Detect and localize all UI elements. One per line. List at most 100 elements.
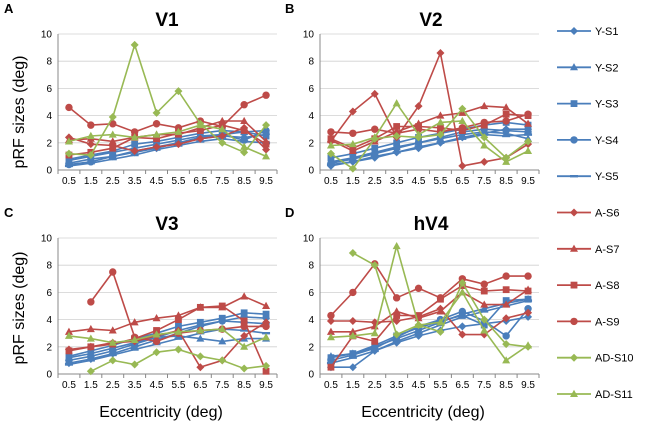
- data-point: [65, 347, 73, 355]
- data-point: [218, 337, 227, 345]
- data-point: [87, 343, 95, 351]
- data-point: [436, 318, 445, 326]
- data-point: [392, 330, 401, 339]
- data-point: [392, 151, 401, 154]
- series-AD-S10: [326, 104, 533, 173]
- data-point: [65, 155, 73, 163]
- x-tick-label: 1.5: [346, 380, 360, 391]
- y-tick-label: 2: [308, 342, 314, 353]
- data-point: [174, 337, 183, 340]
- data-point: [480, 118, 488, 127]
- data-point: [130, 348, 139, 351]
- legend-label: A-S8: [595, 280, 619, 292]
- data-point: [436, 307, 445, 315]
- data-point: [327, 159, 335, 167]
- data-point: [218, 317, 226, 325]
- data-point: [524, 312, 533, 321]
- series-AD-S11: [64, 324, 271, 350]
- data-point: [502, 110, 510, 118]
- data-point: [392, 340, 401, 343]
- data-point: [130, 335, 139, 343]
- x-tick-label: 8.5: [499, 176, 513, 187]
- data-point: [349, 144, 357, 152]
- panels: 0 2 4 6 8 10 0.5 1.5 2.5 3.5 4.5 5.5 6.5 7.5 8.5 9.5 V1 A…: [4, 1, 540, 391]
- x-tick-label: 5.5: [433, 380, 447, 391]
- data-point: [458, 116, 467, 125]
- series-line: [68, 126, 267, 152]
- data-point: [262, 140, 270, 148]
- series-line: [330, 243, 529, 362]
- data-point: [392, 144, 401, 152]
- data-point: [392, 294, 401, 302]
- legend: Y-S1 Y-S2 Y-S3 Y-S4 Y-S5 A-S6 A-S7 A-S8 A-S9 AD-S…: [557, 26, 634, 401]
- data-point: [524, 299, 533, 302]
- data-point: [349, 129, 357, 137]
- data-point: [480, 321, 488, 329]
- data-point: [348, 248, 357, 257]
- x-tick-label: 9.5: [259, 176, 273, 187]
- data-point: [262, 91, 270, 99]
- series-line: [330, 128, 529, 164]
- x-tick-label: 0.5: [62, 176, 76, 187]
- legend-entry-A-S7: A-S7: [557, 244, 619, 256]
- data-point: [436, 130, 445, 139]
- x-tick-label: 5.5: [171, 380, 185, 391]
- data-point: [524, 119, 533, 127]
- data-point: [86, 151, 95, 160]
- data-point: [326, 327, 335, 335]
- panel-title: V2: [419, 10, 442, 31]
- series-line: [330, 289, 529, 333]
- data-point: [87, 352, 95, 361]
- legend-entry-Y-S3: Y-S3: [557, 99, 618, 111]
- data-point: [502, 314, 511, 323]
- legend-entry-A-S6: A-S6: [557, 208, 619, 220]
- data-point: [327, 128, 335, 136]
- data-point: [109, 347, 117, 355]
- x-tick-label: 9.5: [521, 380, 535, 391]
- legend-marker: [570, 208, 578, 217]
- x-tick-label: 8.5: [237, 176, 251, 187]
- data-point: [240, 142, 249, 150]
- data-point: [65, 160, 73, 169]
- data-point: [218, 356, 227, 365]
- data-point: [218, 132, 227, 140]
- data-point: [130, 146, 139, 155]
- data-point: [196, 303, 204, 311]
- series-line: [68, 124, 267, 156]
- data-point: [64, 331, 73, 339]
- data-point: [326, 361, 335, 365]
- data-point: [152, 330, 161, 338]
- x-tick-label: 1.5: [84, 176, 98, 187]
- x-tick-label: 5.5: [433, 176, 447, 187]
- data-point: [86, 162, 95, 165]
- x-tick-label: 4.5: [412, 380, 426, 391]
- data-point: [502, 332, 510, 340]
- series-line: [330, 113, 529, 150]
- data-point: [524, 137, 533, 146]
- data-point: [502, 356, 511, 364]
- data-point: [326, 316, 335, 325]
- data-point: [218, 138, 227, 147]
- y-tick-label: 0: [308, 370, 314, 381]
- data-point: [86, 324, 95, 333]
- series-AD-S10: [348, 248, 533, 351]
- data-point: [348, 363, 357, 372]
- data-point: [524, 146, 533, 154]
- data-point: [502, 300, 511, 308]
- x-tick-label: 0.5: [324, 176, 338, 187]
- series-line: [330, 105, 529, 152]
- data-point: [370, 261, 379, 270]
- data-point: [152, 348, 161, 357]
- series-line: [68, 124, 267, 158]
- data-point: [436, 118, 445, 126]
- data-point: [240, 140, 249, 143]
- data-point: [130, 318, 139, 326]
- data-point: [326, 149, 335, 158]
- y-tick-label: 4: [46, 315, 52, 326]
- x-tick-label: 7.5: [215, 380, 229, 391]
- legend-marker: [570, 27, 578, 35]
- data-point: [262, 301, 271, 309]
- data-point: [414, 332, 423, 335]
- data-point: [196, 127, 204, 134]
